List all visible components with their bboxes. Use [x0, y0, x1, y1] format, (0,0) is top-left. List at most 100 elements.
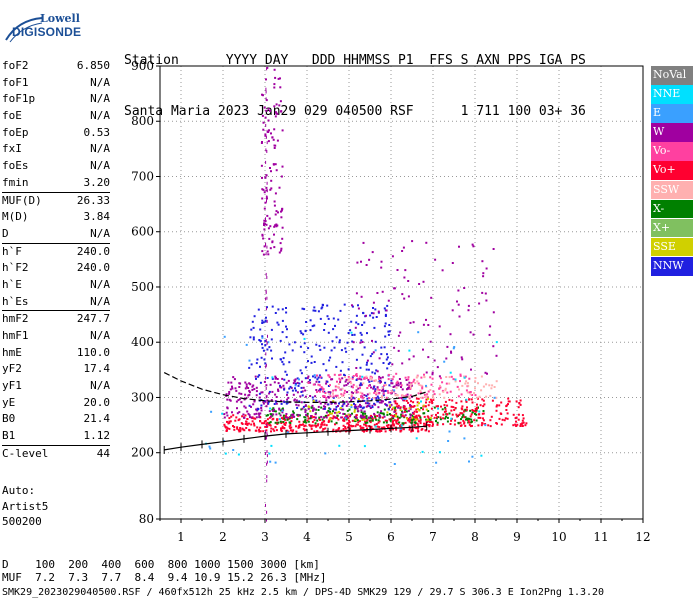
echo-dot-nnw	[366, 332, 368, 335]
echo-dot-w	[275, 413, 278, 416]
echo-dot-e	[471, 455, 474, 458]
echo-dot-nnw	[359, 331, 362, 334]
echo-dot-vo-	[350, 395, 353, 397]
echo-dot-f-o	[280, 422, 283, 424]
echo-dot-vo+	[450, 409, 453, 412]
echo-dot-vo+	[397, 422, 400, 425]
echo-dot-nne	[361, 375, 364, 378]
echo-dot-f-x	[433, 406, 436, 409]
echo-dot-nnw	[309, 329, 312, 332]
echo-dot-vo+	[459, 421, 462, 424]
echo-dot-f-x	[374, 415, 377, 418]
echo-dot-w	[397, 384, 400, 387]
echo-dot-w-high	[401, 250, 404, 252]
echo-dot-f-o	[375, 423, 378, 425]
echo-dot-w	[253, 388, 256, 391]
param-value: N/A	[90, 277, 110, 291]
echo-dot-vo-	[468, 391, 471, 394]
echo-dot-vo-	[410, 382, 413, 384]
echo-dot-w	[402, 399, 405, 402]
echo-dot-f-o	[381, 426, 384, 429]
echo-dot-w-3mhz	[265, 109, 268, 112]
echo-dot-f-x	[378, 416, 381, 419]
echo-dot-nnw	[262, 321, 265, 324]
param-name: yF1	[2, 379, 22, 393]
echo-dot-w	[245, 385, 248, 388]
echo-dot-nnw	[385, 358, 388, 361]
echo-dot-w	[330, 402, 333, 405]
echo-dot-f-o	[288, 425, 291, 428]
echo-dot-nnw	[300, 372, 303, 375]
echo-dot-f-x	[401, 422, 404, 425]
echo-dot-nnw	[248, 404, 251, 407]
echo-dot-vo+	[416, 422, 419, 425]
echo-dot-w-3mhz	[281, 165, 284, 168]
echo-dot-f-o	[385, 419, 388, 422]
echo-dot-nnw	[299, 369, 302, 372]
echo-dot-nnw	[359, 382, 362, 385]
echo-dot-w	[260, 391, 263, 394]
echo-dot-w-3mhz	[278, 186, 281, 189]
echo-dot-w	[285, 381, 288, 384]
echo-dot-vo-	[432, 390, 435, 393]
echo-dot-vo+	[451, 399, 454, 402]
echo-dot-w-high	[492, 311, 495, 314]
echo-streak	[266, 245, 268, 249]
echo-dot-nnw	[351, 376, 354, 379]
echo-dot-w	[378, 401, 381, 404]
echo-dot-nne	[480, 454, 483, 457]
echo-dot-ssw	[482, 385, 485, 388]
echo-streak	[266, 129, 268, 133]
echo-dot-f-o	[245, 427, 248, 429]
echo-dot-f-o	[331, 417, 334, 420]
echo-dot-w-3mhz	[274, 76, 277, 79]
echo-dot-vo-	[351, 377, 354, 380]
echo-dot-w	[245, 383, 248, 386]
x-tick-label: 6	[387, 530, 395, 544]
echo-dot-vo+	[412, 401, 415, 404]
echo-dot-w	[296, 381, 299, 384]
echo-dot-f-x	[422, 412, 425, 415]
echo-dot-sse	[418, 402, 420, 405]
echo-dot-w	[376, 386, 379, 389]
echo-streak	[266, 454, 268, 458]
echo-dot-nnw	[268, 346, 271, 349]
echo-dot-nnw	[332, 317, 335, 320]
echo-dot-nne	[269, 407, 272, 410]
echo-dot-ssw	[476, 396, 479, 399]
echo-dot-nnw	[267, 402, 270, 405]
echo-dot-e	[435, 461, 438, 464]
echo-dot-f-x	[419, 416, 422, 419]
echo-dot-vo-	[347, 375, 350, 378]
echo-dot-vo+	[479, 416, 482, 419]
echo-dot-nnw	[357, 304, 359, 307]
x-tick-label: 8	[471, 530, 479, 544]
echo-dot-nnw	[310, 361, 313, 364]
echo-dot-w	[287, 396, 290, 399]
echo-dot-nnw	[279, 358, 282, 361]
echo-dot-f-o	[316, 424, 319, 427]
echo-dot-w	[255, 408, 258, 411]
echo-dot-w	[346, 415, 349, 418]
header-values-row: Santa Maria 2023 Jan29 029 040500 RSF 1 …	[124, 103, 586, 120]
echo-dot-e	[404, 397, 407, 400]
echo-dot-w-3mhz	[265, 223, 268, 226]
echo-dot-nnw	[387, 363, 390, 365]
echo-dot-e	[313, 374, 316, 377]
echo-dot-vo+	[453, 423, 456, 426]
echo-dot-nnw	[317, 376, 320, 379]
echo-dot-e	[281, 409, 284, 412]
echo-dot-f-o	[409, 419, 412, 421]
echo-dot-w	[378, 413, 381, 416]
echo-dot-nnw	[299, 330, 302, 333]
hdr-value-ps: 36	[570, 104, 586, 119]
auto-version: 500200	[2, 515, 42, 528]
echo-dot-w	[311, 404, 314, 407]
legend-item: SSE	[651, 237, 693, 257]
echo-streak	[266, 150, 268, 153]
param-value: 1.12	[83, 429, 111, 443]
echo-dot-vo+	[413, 410, 416, 413]
echo-dot-vo+	[417, 414, 420, 417]
echo-dot-nne	[420, 400, 422, 403]
echo-dot-sse	[361, 419, 364, 421]
